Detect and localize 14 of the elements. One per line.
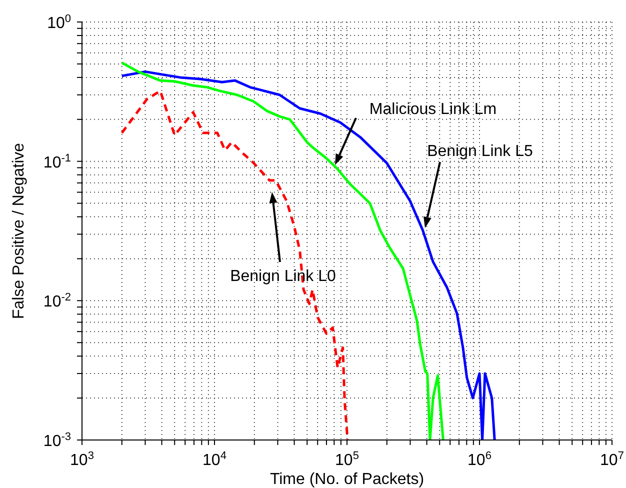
y-axis-title: False Positive / Negative <box>10 142 28 320</box>
annotation: Malicious Link Lm <box>369 101 497 118</box>
x-tick-label: 10$^{6}$ <box>468 450 492 469</box>
x-axis-title: Time (No. of Packets) <box>270 471 424 488</box>
x-tick-label: 10$^{3}$ <box>70 450 94 469</box>
y-tick-label: 10$^{-3}$ <box>43 431 71 450</box>
y-tick-label: 10$^{-2}$ <box>43 292 71 311</box>
y-tick-label: 10$^{-1}$ <box>43 152 71 172</box>
x-tick-label: 10$^{4}$ <box>202 450 226 469</box>
y-tick-label: 10$^{0}$ <box>47 13 71 32</box>
x-tick-label: 10$^{5}$ <box>335 450 359 469</box>
annotation: Benign Link L0 <box>230 268 336 285</box>
annotation: Benign Link L5 <box>427 143 534 160</box>
x-tick-label: 10$^{7}$ <box>600 450 624 469</box>
